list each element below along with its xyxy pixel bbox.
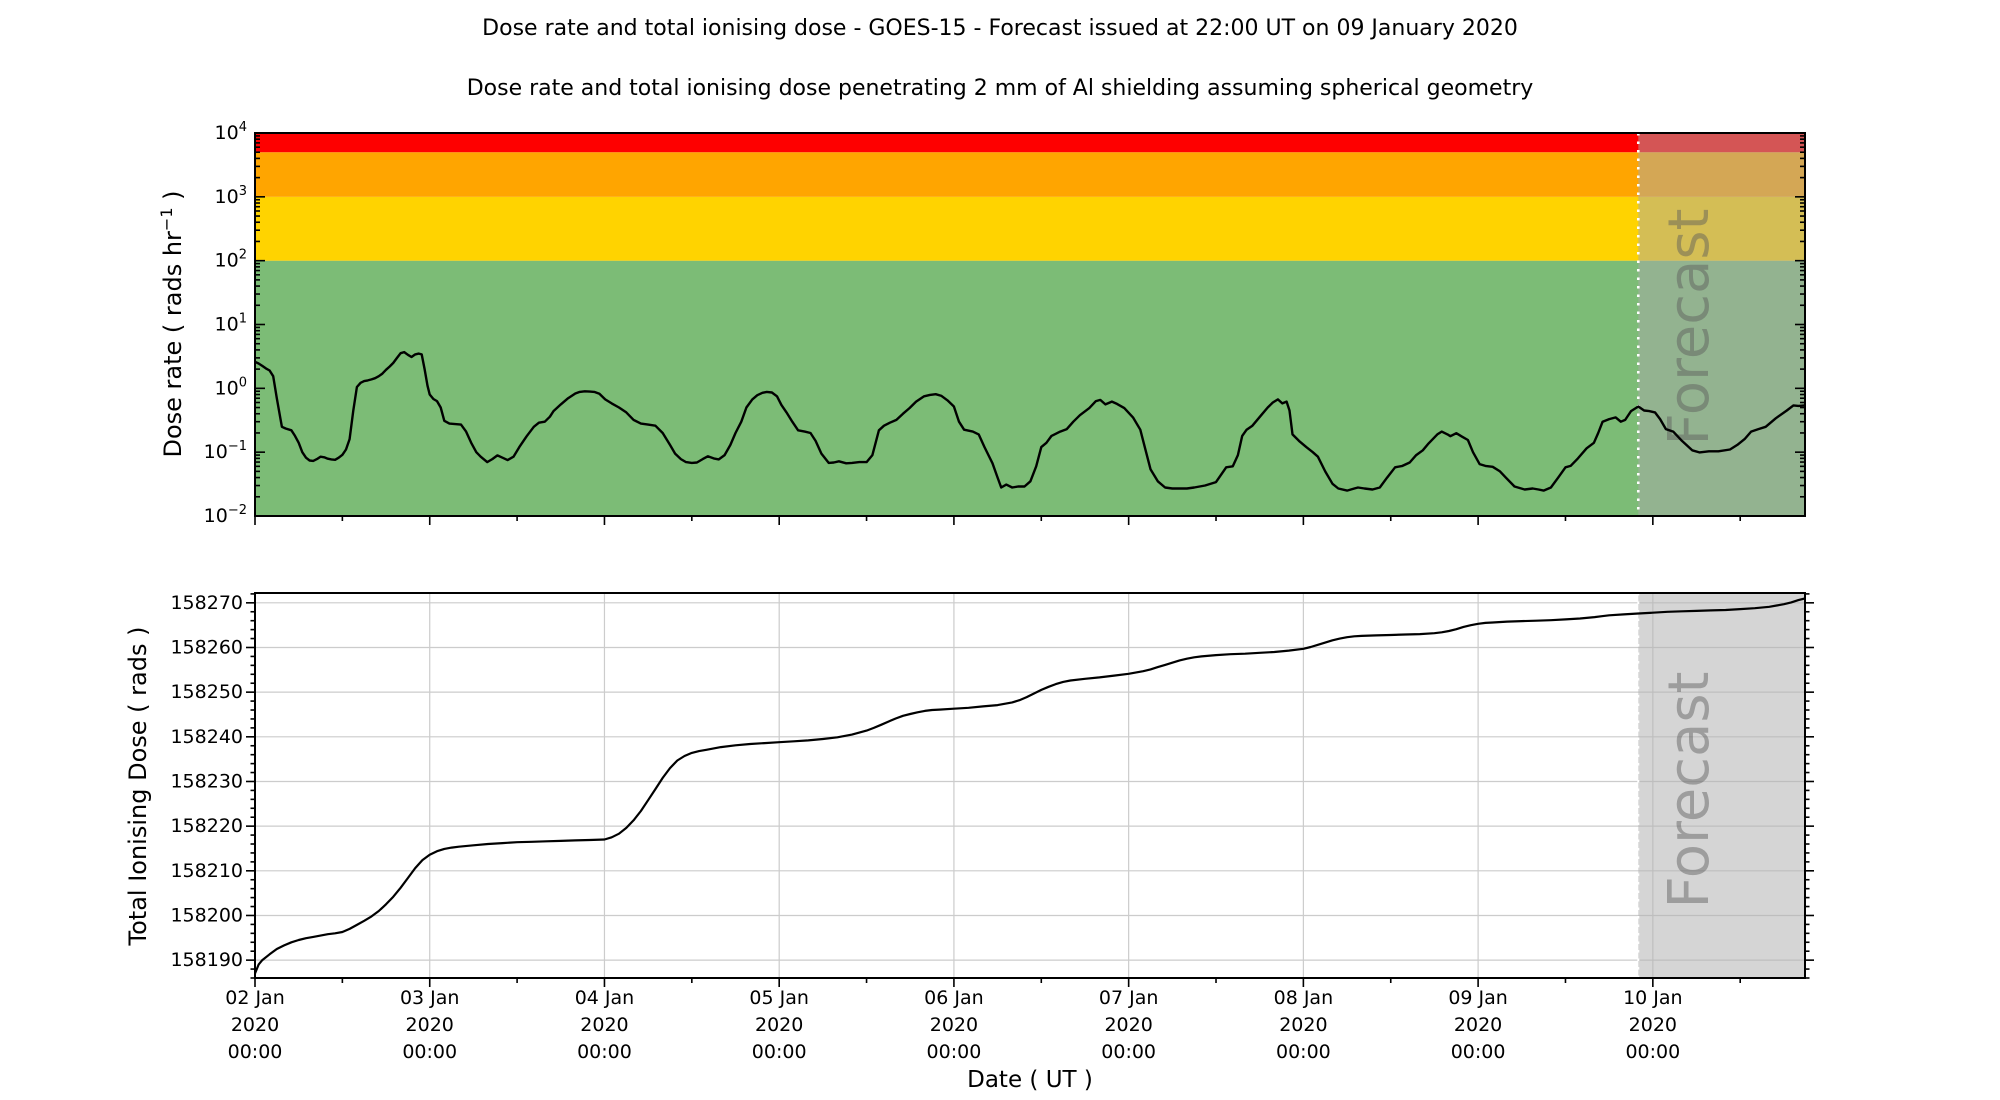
date-tick-label: 07 Jan 2020 00:00 — [1099, 987, 1159, 1063]
tid-y-tick-label: 158220 — [170, 815, 243, 837]
dose-y-tick-label: 10−2 — [204, 503, 247, 527]
tid-y-tick-label: 158270 — [170, 592, 243, 614]
tid-y-tick-label: 158250 — [170, 681, 243, 703]
tid-line — [253, 597, 1806, 974]
dose-y-tick-label: 104 — [215, 120, 247, 144]
tid-y-tick-label: 158200 — [170, 904, 243, 926]
tid-gridlines — [255, 593, 1805, 978]
forecast-region-top — [1638, 133, 1805, 516]
tid-y-tick-label: 158190 — [170, 949, 243, 971]
dose-y-tick-labels: 104 103 102 101 100 10−1 10−2 — [204, 120, 247, 527]
dose-y-tick-label: 103 — [215, 184, 247, 208]
tid-y-tick-label: 158260 — [170, 636, 243, 658]
date-tick-label: 02 Jan 2020 00:00 — [225, 987, 285, 1063]
dose-x-ticks — [254, 516, 1742, 525]
forecast-watermark-bottom: Forecast — [1657, 672, 1722, 909]
dose-y-tick-label: 102 — [215, 248, 247, 272]
date-tick-label: 04 Jan 2020 00:00 — [575, 987, 635, 1063]
tid-x-tick-labels: 02 Jan 2020 00:00 03 Jan 2020 00:00 04 Jan 2020… — [225, 987, 1682, 1063]
date-tick-label: 08 Jan 2020 00:00 — [1274, 987, 1334, 1063]
band-green — [255, 260, 1805, 516]
tid-y-tick-label: 158230 — [170, 770, 243, 792]
date-tick-label: 03 Jan 2020 00:00 — [400, 987, 460, 1063]
tid-x-ticks — [254, 978, 1742, 987]
figure-title: Dose rate and total ionising dose - GOES… — [482, 16, 1518, 41]
tid-y-tick-label: 158210 — [170, 860, 243, 882]
forecast-watermark-top: Forecast — [1657, 209, 1722, 446]
band-red — [255, 133, 1805, 153]
x-axis-title: Date ( UT ) — [967, 1067, 1093, 1093]
tid-y-tick-labels: 158190 158200 158210 158220 158230 158240 1582… — [170, 592, 243, 971]
tid-y-tick-label: 158240 — [170, 726, 243, 748]
figure-subtitle: Dose rate and total ionising dose penetr… — [466, 76, 1534, 101]
dose-y-tick-label: 100 — [215, 375, 247, 399]
dose-y-tick-label: 10−1 — [204, 439, 247, 463]
tid-chart: Forecast15819015820015821015822015823015… — [170, 592, 1814, 1063]
tid-plot-border — [254, 592, 1806, 979]
date-tick-label: 05 Jan 2020 00:00 — [749, 987, 809, 1063]
date-tick-label: 06 Jan 2020 00:00 — [924, 987, 984, 1063]
date-tick-label: 09 Jan 2020 00:00 — [1448, 987, 1508, 1063]
dose-rate-line — [254, 350, 1806, 492]
dose-rate-chart: Forecast 104 103 102 101 100 10−1 10−2 — [204, 120, 1806, 527]
band-gold — [255, 196, 1805, 261]
date-tick-label: 10 Jan 2020 00:00 — [1623, 987, 1683, 1063]
dose-y-tick-label: 101 — [215, 312, 247, 336]
forecast-region-bottom — [1638, 593, 1805, 978]
tid-y-ticks — [246, 593, 1814, 979]
dose-y-ticks — [255, 132, 1805, 517]
band-orange — [255, 152, 1805, 197]
